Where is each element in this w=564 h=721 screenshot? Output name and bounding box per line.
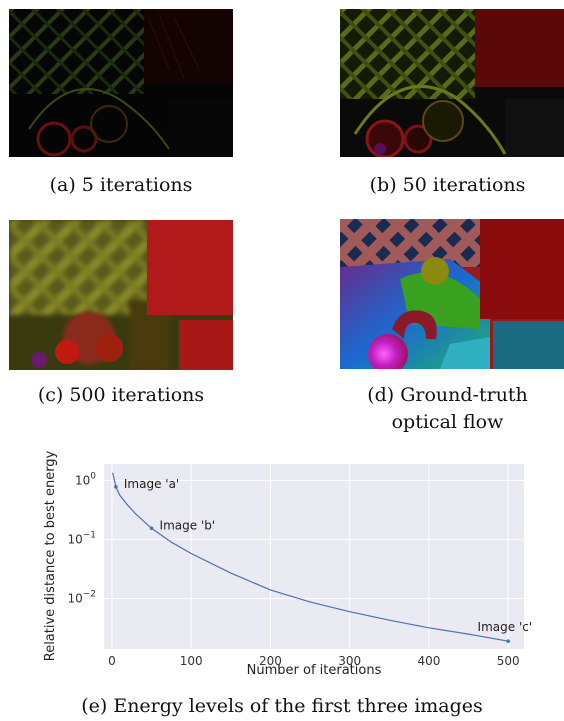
- y-tick-label: 10−1: [67, 531, 96, 547]
- panel-d-caption-line1: (d) Ground-truth: [367, 384, 528, 406]
- y-tick-label: 10−2: [67, 590, 96, 606]
- figure-caption: (e) Energy levels of the first three ima…: [81, 695, 483, 717]
- x-tick-label: 100: [180, 654, 203, 668]
- panel-d-caption: (d) Ground-truth optical flow: [331, 382, 564, 436]
- annotation-point: [149, 526, 154, 531]
- panel-a-image: [9, 9, 233, 157]
- y-tick-label: 100: [75, 471, 96, 487]
- x-tick-label: 0: [108, 654, 116, 668]
- x-tick-label: 500: [497, 654, 520, 668]
- annotation-label: Image 'c': [478, 620, 533, 634]
- series-line: [112, 472, 509, 642]
- panel-c-image: [9, 220, 233, 370]
- annotation-point: [114, 485, 118, 489]
- panel-c-caption: (c) 500 iterations: [37, 384, 205, 406]
- x-tick-label: 300: [338, 654, 361, 668]
- panel-d-image: [340, 219, 564, 369]
- panel-d-caption-line2: optical flow: [391, 411, 504, 433]
- annotation-point: [506, 639, 510, 643]
- energy-chart: 0 100 200 300 400 500 100 10−1 10−2 Image 'a' Ima…: [43, 450, 533, 678]
- panel-a-caption: (a) 5 iterations: [49, 174, 193, 196]
- x-tick-label: 400: [417, 654, 440, 668]
- x-axis-label: Number of iterations: [247, 663, 382, 678]
- panel-b-image: [340, 9, 564, 157]
- annotation-label: Image 'b': [160, 518, 216, 532]
- annotation-label: Image 'a': [124, 477, 179, 491]
- x-tick-label: 200: [259, 654, 282, 668]
- plot-area: [104, 464, 524, 649]
- y-axis-label: Relative distance to best energy: [43, 450, 58, 661]
- panel-b-caption: (b) 50 iterations: [369, 174, 526, 196]
